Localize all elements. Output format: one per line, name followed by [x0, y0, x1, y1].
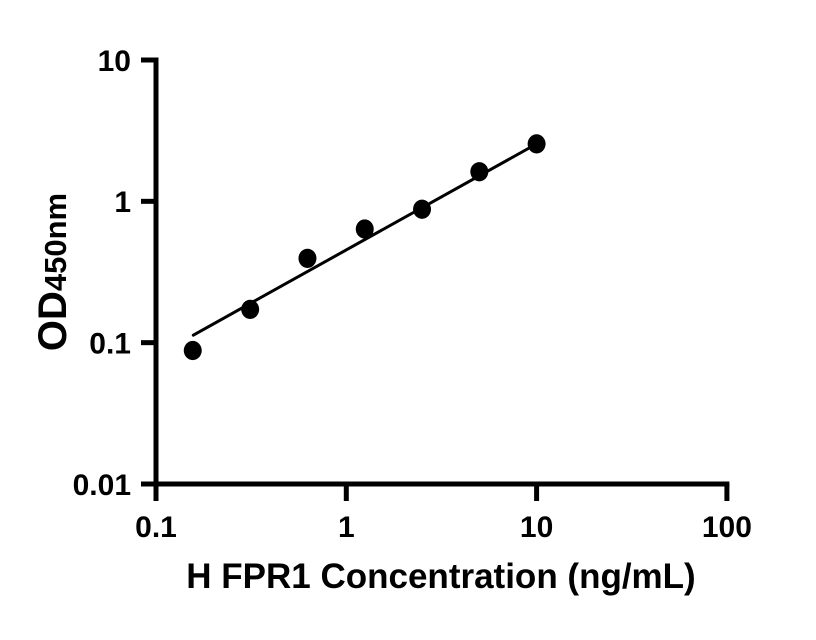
x-tick-label: 10: [520, 511, 553, 544]
x-tick-label: 0.1: [135, 511, 177, 544]
data-point: [355, 219, 374, 239]
x-axis-title: H FPR1 Concentration (ng/mL): [186, 557, 695, 596]
data-point: [241, 299, 260, 319]
data-point: [298, 248, 317, 268]
x-tick-label: 100: [702, 511, 752, 544]
y-tick-label: 0.1: [89, 327, 131, 360]
data-point: [413, 199, 432, 219]
data-point: [183, 340, 202, 361]
data-point: [527, 134, 546, 154]
y-axis-title-sub: 450nm: [38, 193, 73, 291]
y-axis-title-main: OD: [31, 291, 75, 351]
y-tick-label: 0.01: [73, 469, 131, 502]
axes-layer: [153, 57, 730, 487]
y-tick-label: 10: [98, 45, 131, 78]
y-tick-label: 1: [114, 186, 131, 219]
series-layer: [183, 134, 546, 361]
y-axis-title: OD450nm: [31, 193, 75, 351]
axis-spine: [153, 57, 730, 487]
x-tick-label: 1: [338, 511, 355, 544]
data-point: [470, 162, 489, 182]
